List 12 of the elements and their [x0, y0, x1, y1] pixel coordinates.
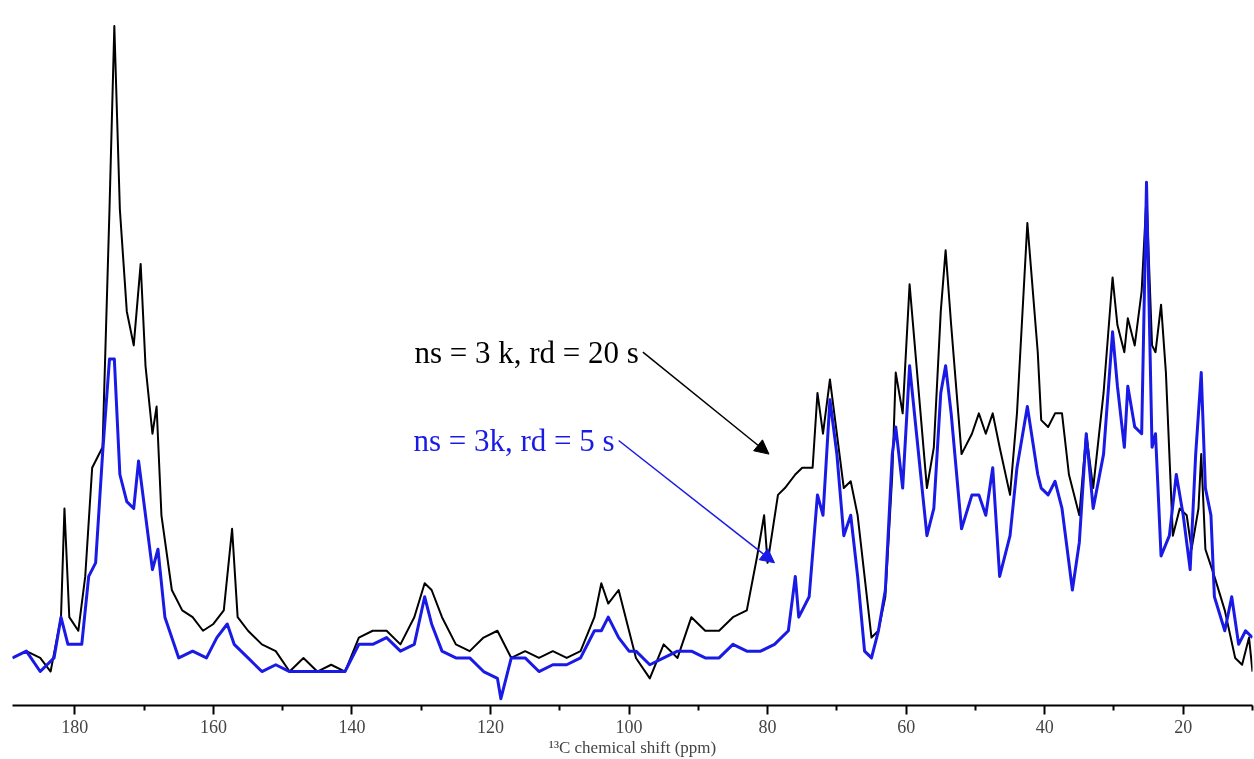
text: ns = 3k, rd = 5 s	[413, 423, 615, 459]
x-tick-label: 20	[1174, 716, 1193, 737]
x-tick-label: 120	[476, 716, 504, 737]
x-tick-label: 140	[338, 716, 366, 737]
x-tick-label: 100	[615, 716, 643, 737]
x-tick-label: 180	[61, 716, 89, 737]
text: ns = 3 k, rd = 20 s	[414, 334, 639, 370]
x-tick-label: 40	[1035, 716, 1054, 737]
x-tick-label: 60	[897, 716, 916, 737]
x-tick-label: 80	[758, 716, 777, 737]
x-tick-label: 160	[199, 716, 227, 737]
x-axis-title: ¹³C chemical shift (ppm)	[548, 737, 717, 757]
